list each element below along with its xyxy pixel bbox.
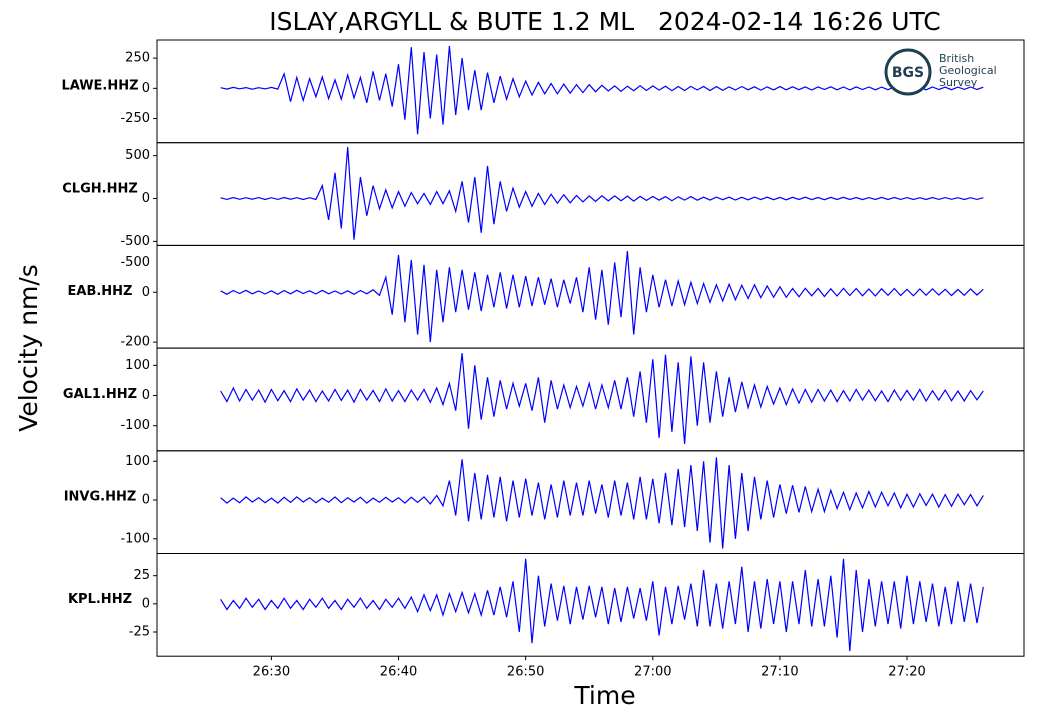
y-tick-label: -200	[120, 335, 150, 350]
y-tick-label: 100	[125, 358, 150, 373]
waveform	[220, 457, 984, 549]
y-tick-label: 250	[125, 51, 150, 66]
logo-text: Geological	[939, 64, 997, 77]
waveform	[220, 45, 984, 135]
station-label: EAB.HHZ	[68, 284, 133, 299]
y-axis-label: Velocity nm/s	[14, 264, 43, 432]
chart-title: ISLAY,ARGYLL & BUTE 1.2 ML 2024-02-14 16…	[269, 7, 941, 36]
logo: BGS British Geological Survey	[884, 48, 997, 96]
x-tick-label: 27:10	[761, 665, 798, 680]
y-tick-label: -500	[120, 234, 150, 249]
logo-abbr: BGS	[892, 65, 924, 81]
y-tick-label: 25	[133, 568, 150, 583]
waveform	[220, 147, 984, 240]
x-tick-label: 27:20	[888, 665, 925, 680]
panel-frame	[156, 553, 1025, 657]
x-tick-label: 27:00	[634, 665, 671, 680]
y-tick-label: 0	[142, 81, 150, 96]
station-label: LAWE.HHZ	[61, 79, 138, 94]
logo-ring	[884, 48, 932, 96]
y-tick-label: 0	[142, 388, 150, 403]
waveform	[220, 558, 984, 652]
y-tick-label: 500	[125, 148, 150, 163]
y-tick-label: -100	[120, 531, 150, 546]
station-label: INVG.HHZ	[64, 490, 137, 505]
y-tick-label: 0	[142, 285, 150, 300]
x-tick-label: 26:50	[507, 665, 544, 680]
y-tick-label: -250	[120, 111, 150, 126]
annotation: -500	[120, 255, 150, 270]
x-tick-label: 26:40	[380, 665, 417, 680]
station-label: KPL.HHZ	[68, 592, 132, 607]
y-tick-label: 0	[142, 493, 150, 508]
y-tick-label: 100	[125, 454, 150, 469]
logo-text: British	[939, 52, 974, 65]
x-axis-label: Time	[573, 681, 635, 710]
station-label: CLGH.HHZ	[62, 181, 138, 196]
x-tick-label: 26:30	[253, 665, 290, 680]
y-tick-label: -100	[120, 418, 150, 433]
logo-text: Survey	[939, 76, 978, 89]
waveform	[220, 251, 984, 343]
y-tick-label: 0	[142, 596, 150, 611]
y-tick-label: 0	[142, 191, 150, 206]
y-tick-label: -25	[129, 624, 150, 639]
station-label: GAL1.HHZ	[63, 387, 137, 402]
waveform	[220, 353, 984, 444]
